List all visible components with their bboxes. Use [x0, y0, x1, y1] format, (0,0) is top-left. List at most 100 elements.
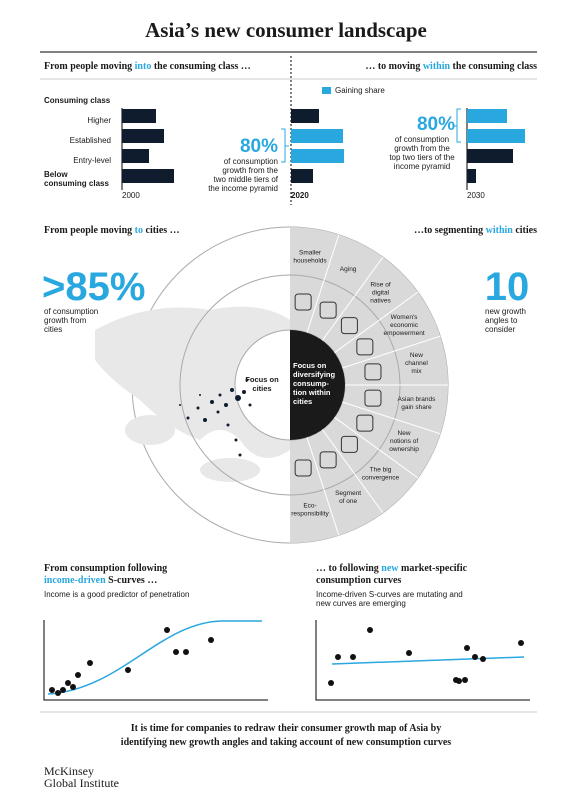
text-line: consumption curves — [316, 575, 401, 586]
map — [95, 306, 290, 482]
text-line: households — [293, 258, 327, 265]
text-line: of consumption — [395, 135, 449, 144]
stat-value: 80% — [417, 114, 455, 135]
text-line: growth from the — [394, 144, 450, 153]
text-line: It is time for companies to redraw their… — [131, 723, 441, 734]
segment-label: Asian brands gain share — [397, 396, 436, 411]
text-line: New — [398, 430, 411, 437]
segment-icon — [319, 301, 337, 319]
text-line: new growth — [485, 307, 526, 316]
bar — [467, 149, 513, 163]
text-line: of one — [339, 498, 357, 505]
segment-icon — [340, 317, 358, 335]
bar — [122, 149, 149, 163]
segment-divider — [334, 291, 419, 354]
heading: From people moving to cities … — [44, 225, 180, 236]
text-line: top two tiers of the — [389, 153, 455, 162]
left-curve-chart — [43, 620, 268, 701]
bar — [291, 169, 313, 183]
stat-value: 10 — [485, 265, 530, 309]
segment-label: New channel mix — [405, 352, 428, 375]
tier-label: Higher — [87, 116, 111, 125]
text-line: channel — [405, 360, 428, 367]
heading: … to following new market-specific consum… — [316, 563, 468, 586]
text-line: diversifying — [293, 370, 336, 379]
bar — [291, 109, 319, 123]
bar — [467, 169, 476, 183]
segment-icon — [294, 459, 312, 477]
text-line: Income is a good predictor of penetratio… — [44, 590, 189, 599]
segment-label: Women's economic empowerment — [383, 314, 424, 337]
text-line: Aging — [340, 266, 357, 273]
segment-divider — [334, 416, 419, 479]
text-line: McKinsey — [44, 764, 94, 778]
note: Income-driven S-curves are mutating and n… — [316, 590, 463, 608]
bracket — [453, 108, 461, 143]
year-label: 2030 — [467, 191, 485, 200]
bar — [122, 109, 156, 123]
text-line: Focus on — [245, 375, 279, 384]
text-line: economic — [390, 322, 419, 329]
segment-icon — [294, 293, 312, 311]
segment-divider — [342, 335, 441, 369]
text-line: S-curves … — [106, 575, 158, 586]
text-line: Asian brands — [397, 396, 436, 403]
text-line: of consumption — [224, 157, 278, 166]
axis-title: Consuming class — [44, 96, 111, 105]
year-label: 2020 — [291, 191, 309, 200]
heading: From people moving into the consuming cl… — [44, 61, 251, 72]
text-line: natives — [370, 297, 391, 304]
text-line: cities — [44, 325, 62, 334]
footer-text: It is time for companies to redraw their… — [121, 723, 452, 748]
segment-icon — [340, 435, 358, 453]
text-line: cities — [252, 384, 271, 393]
bar — [291, 129, 343, 143]
text-line: Focus on — [293, 361, 327, 370]
stat-value: 80% — [240, 136, 278, 157]
segment-label: Segment of one — [335, 490, 361, 505]
text-line: notions of — [390, 438, 418, 445]
text-line: mix — [411, 368, 422, 375]
bars — [121, 108, 525, 190]
text-line: gain share — [401, 404, 432, 411]
segment-divider — [306, 234, 340, 333]
text-line: From consumption following — [44, 563, 167, 574]
brand: McKinsey Global Institute — [44, 764, 119, 790]
note: Income is a good predictor of penetratio… — [44, 590, 189, 599]
text-line: empowerment — [383, 330, 424, 337]
text-line: identifying new growth angles and taking… — [121, 737, 452, 748]
text-line: Income-driven S-curves are mutating and — [316, 590, 463, 599]
core-label: Focus on diversifying consump-tion within c… — [293, 361, 336, 406]
stat-note: of consumption growth from cities — [44, 307, 98, 334]
text-line: income-driven — [44, 575, 106, 586]
stat-value: >85% — [42, 265, 145, 309]
title: Asia’s new consumer landscape — [145, 18, 427, 42]
tier-label: Entry-level — [73, 156, 111, 165]
right-curve-chart — [315, 620, 530, 701]
core — [290, 330, 345, 440]
text-line: Eco- — [303, 502, 316, 509]
segment-divider — [321, 429, 384, 514]
text-line: two middle tiers of — [214, 175, 279, 184]
tier-label: Below consuming class — [44, 170, 109, 188]
segment-label: Rise of digital natives — [370, 281, 391, 304]
text-line: consump- — [293, 379, 329, 388]
text-line: angles to — [485, 316, 518, 325]
segment-icon — [356, 338, 374, 356]
segment-icon — [356, 414, 374, 432]
text-line: growth from the — [222, 166, 278, 175]
bar — [122, 129, 164, 143]
text-line: Smaller — [299, 250, 322, 257]
text-line: The big — [370, 467, 392, 474]
text-line: … to following — [316, 563, 381, 574]
text-line: new curves are emerging — [316, 599, 406, 608]
text-line: Women's — [391, 314, 419, 321]
segment-label: Eco-responsibility — [291, 502, 329, 517]
segment-icon — [319, 451, 337, 469]
bar — [291, 149, 344, 163]
stat-note: of consumption growth from the top two tie… — [389, 135, 455, 171]
segment-label: Smaller households — [293, 250, 327, 265]
segment-label: Aging — [340, 266, 357, 273]
city-dots — [179, 378, 252, 457]
text-line: of consumption — [44, 307, 98, 316]
